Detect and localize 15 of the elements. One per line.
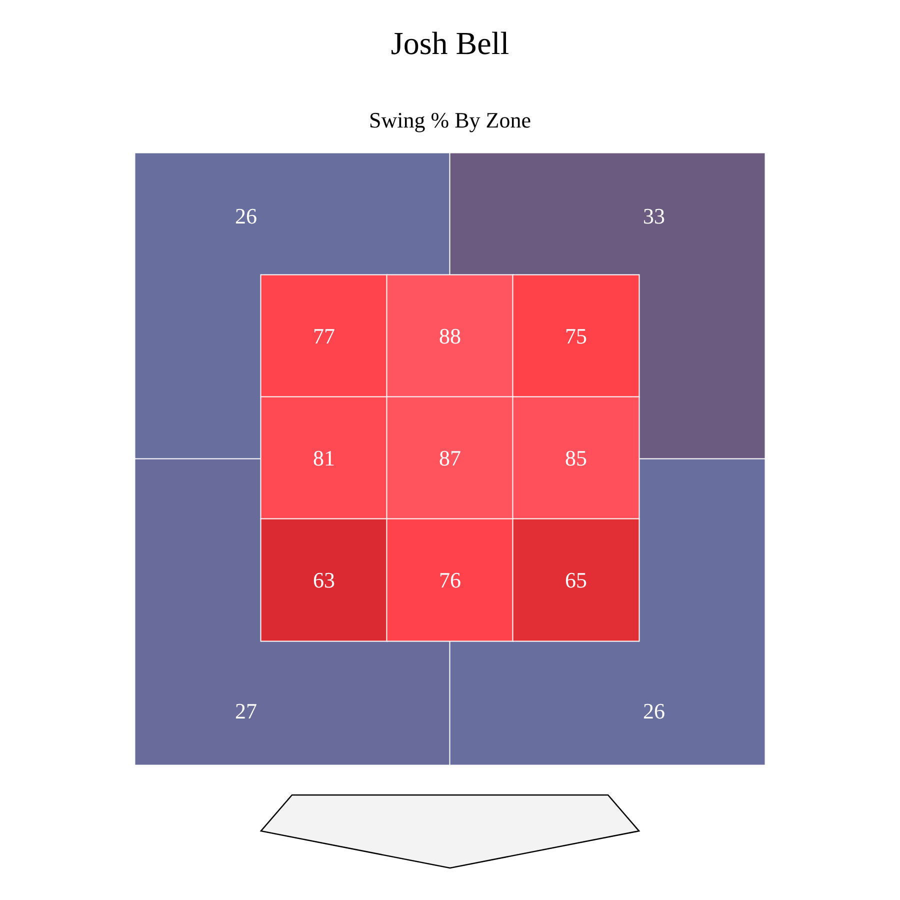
- chart-title: Josh Bell: [390, 25, 510, 61]
- data-label: 81: [313, 446, 335, 470]
- data-label: 87: [439, 446, 461, 470]
- data-label: 27: [235, 698, 257, 724]
- data-label: 63: [313, 568, 335, 592]
- data-label: 75: [565, 324, 587, 348]
- data-label: 77: [313, 324, 335, 348]
- data-label: 85: [565, 446, 587, 470]
- data-label: 33: [643, 204, 665, 228]
- data-label: 76: [439, 568, 461, 592]
- data-label: 26: [643, 698, 665, 724]
- chart-subtitle: Swing % By Zone: [369, 108, 531, 132]
- data-label: 26: [235, 204, 257, 228]
- data-label: 88: [439, 324, 461, 348]
- data-label: 65: [565, 568, 587, 592]
